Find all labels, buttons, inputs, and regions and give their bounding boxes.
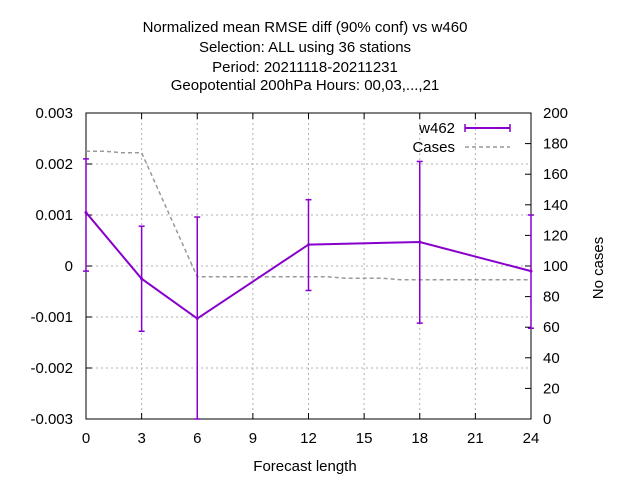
y2-tick-label: 80 [543,289,560,306]
y2-tick-label: 200 [543,105,568,122]
title-line-3: Period: 20211118-20211231 [212,59,398,76]
y-tick-label: -0.003 [30,411,73,428]
legend-label-cases: Cases [412,139,455,156]
chart-title: Normalized mean RMSE diff (90% conf) vs … [143,19,468,94]
title-line-1: Normalized mean RMSE diff (90% conf) vs … [143,19,468,36]
y-tick-label: -0.002 [30,360,73,377]
data-point [140,277,144,281]
data-point [195,317,199,321]
title-line-2: Selection: ALL using 36 stations [199,39,411,56]
x-tick-label: 24 [523,430,540,447]
x-tick-label: 12 [300,430,317,447]
series-w462-line [85,211,532,320]
y2-axis-label: No cases [590,237,607,300]
y2-tick-label: 100 [543,258,568,275]
y-tick-label: 0.001 [35,207,73,224]
data-point [307,243,310,247]
series-cases-line [86,150,531,281]
axis-ticks: 0 3 6 9 12 15 18 21 24 -0.003 -0.002 -0.001 0 0.001 0.… [30,105,568,447]
x-tick-label: 18 [411,430,428,447]
y2-tick-label: 180 [543,136,568,153]
x-tick-label: 21 [467,430,484,447]
x-tick-label: 3 [137,430,145,447]
legend: w462 Cases [412,120,511,156]
legend-label-w462: w462 [418,120,455,137]
data-point [529,269,533,273]
data-point [418,240,422,244]
title-line-4: Geopotential 200hPa Hours: 00,03,...,21 [171,77,440,94]
x-tick-label: 9 [249,430,257,447]
x-tick-label: 6 [193,430,201,447]
x-axis-label: Forecast length [253,458,356,475]
y-tick-label: 0.002 [35,156,73,173]
y-tick-label: 0 [65,258,73,275]
y2-tick-label: 160 [543,166,568,183]
series-layer [83,150,534,420]
y2-tick-label: 20 [543,380,560,397]
y-tick-label: -0.001 [30,309,73,326]
y2-tick-label: 140 [543,197,568,214]
y-tick-label: 0.003 [35,105,73,122]
y2-tick-label: 120 [543,227,568,244]
data-point [84,210,88,214]
x-tick-label: 15 [356,430,373,447]
x-tick-label: 0 [82,430,90,447]
y2-tick-label: 40 [543,350,560,367]
y2-tick-label: 0 [543,411,551,428]
y2-tick-label: 60 [543,319,560,336]
